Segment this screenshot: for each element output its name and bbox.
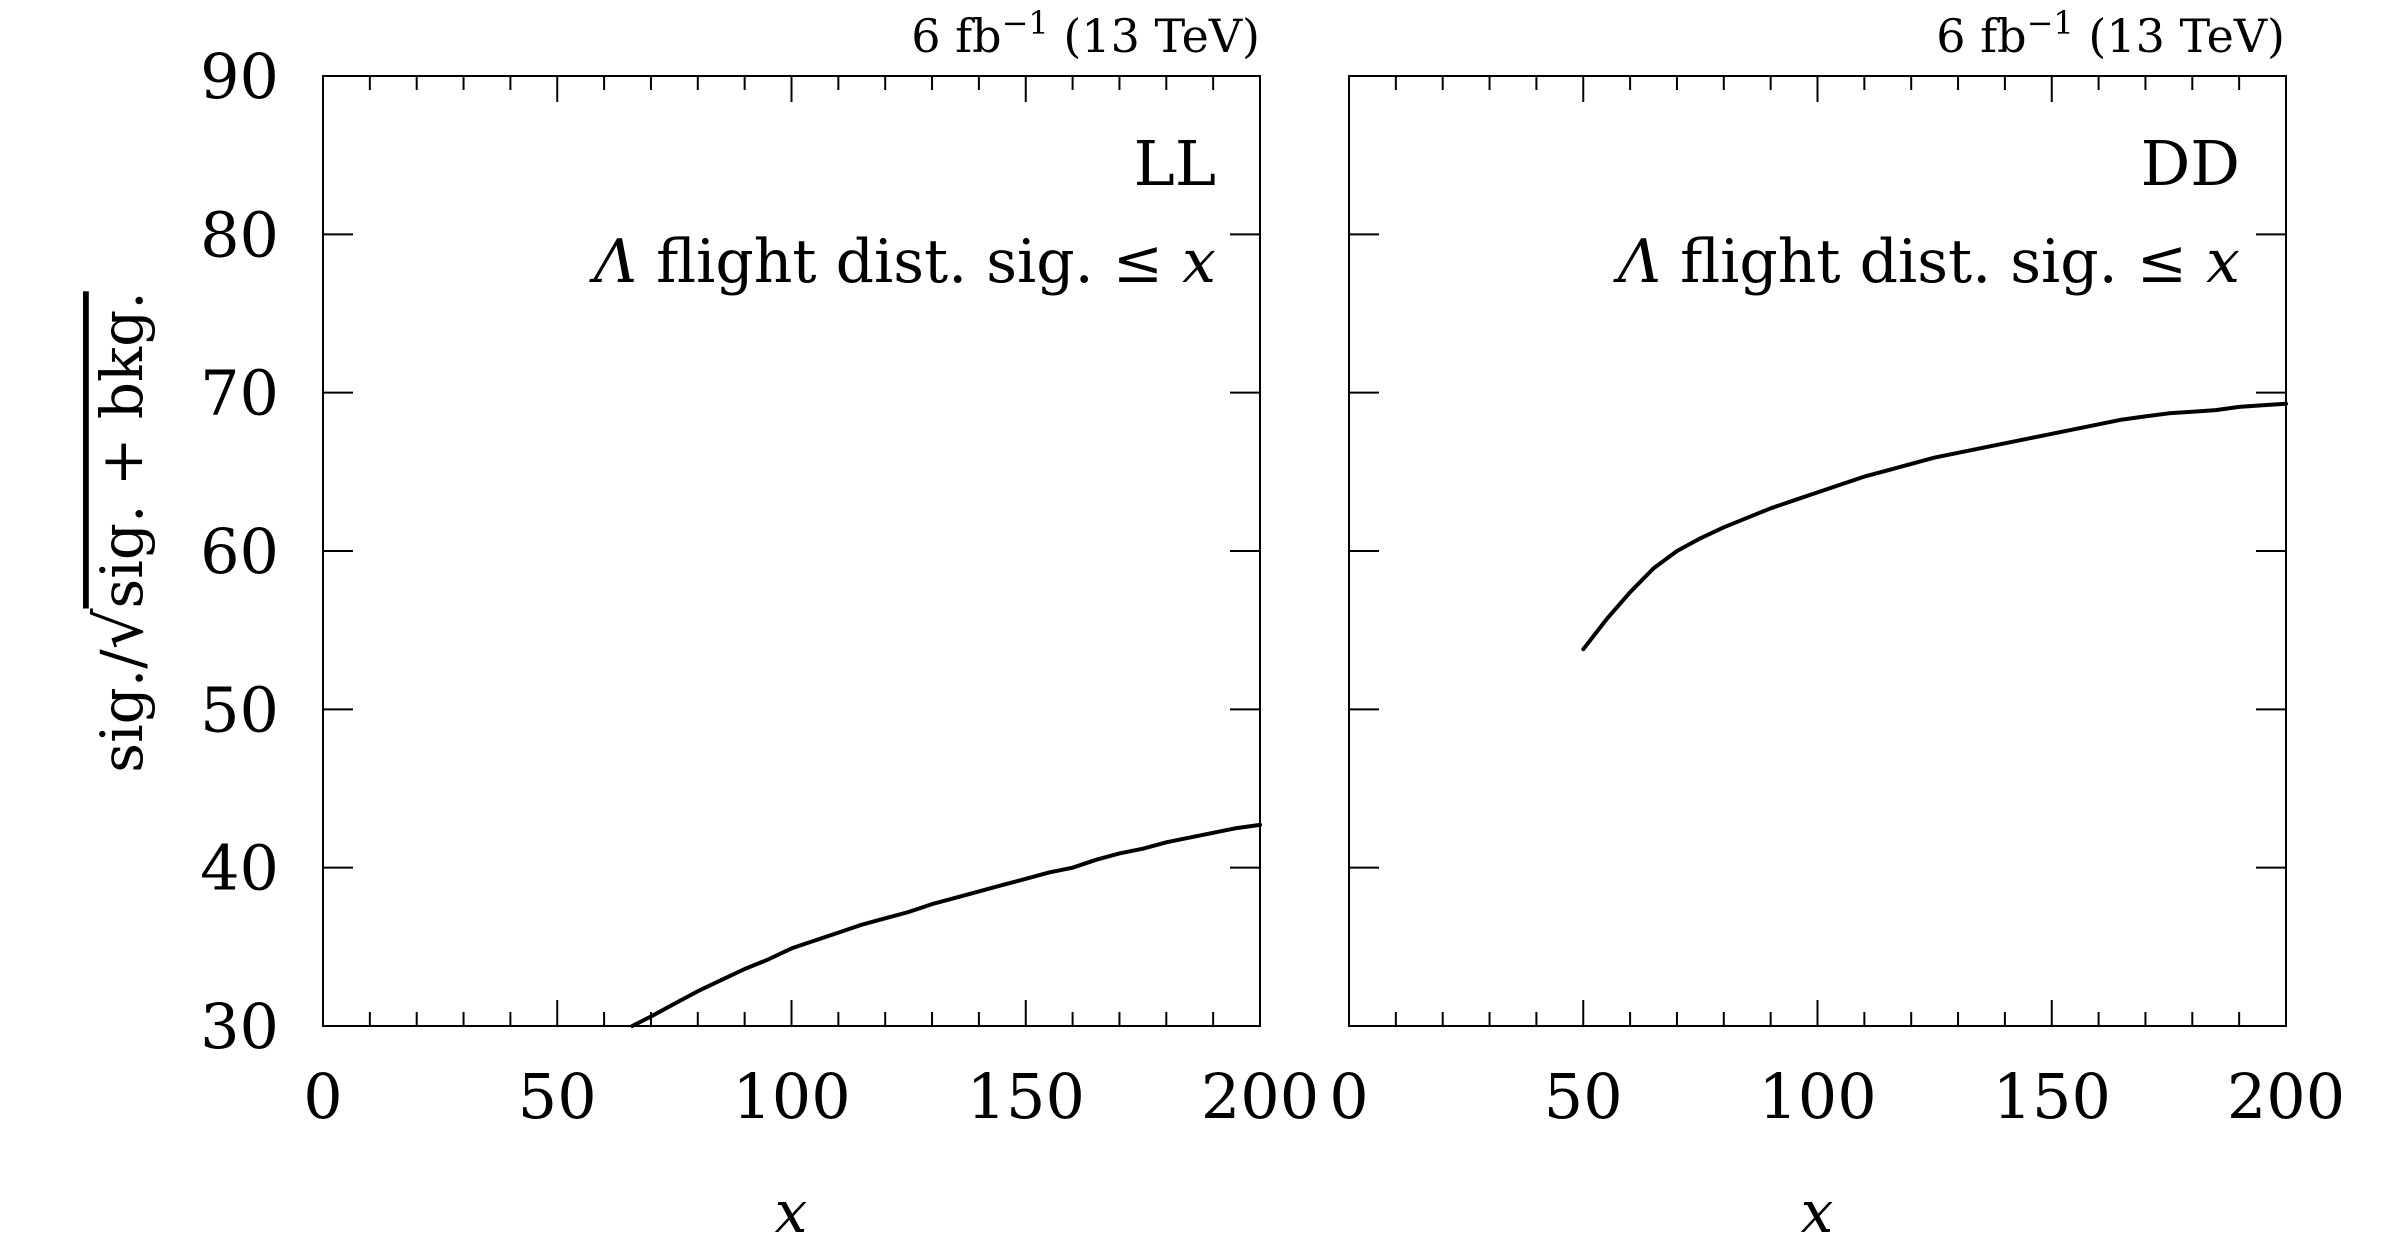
x-tick-label: 100: [732, 1060, 850, 1133]
x-tick-label: 0: [1329, 1060, 1368, 1133]
lumi-label-left: 6 fb−1 (13 TeV): [911, 4, 1260, 63]
lumi-label-right: 6 fb−1 (13 TeV): [1936, 4, 2285, 63]
y-ticks-left: [323, 75, 1260, 1027]
x-tick-labels-left: 0 50 100 150 200: [303, 1060, 1319, 1133]
y-tick-label: 80: [200, 198, 279, 271]
category-tag-right: DD: [2141, 127, 2240, 200]
y-axis-label-prefix: sig./: [88, 649, 156, 773]
y-tick-label: 40: [200, 832, 279, 905]
series-line-right: [1581, 401, 2288, 652]
x-tick-label: 150: [1993, 1060, 2111, 1133]
panel-right: 6 fb−1 (13 TeV) 0 50 100 150 200 DD Λ flight…: [1329, 4, 2345, 1246]
cut-label-right: Λ flight dist. sig. ≤ x: [1613, 227, 2240, 297]
y-tick-label: 60: [200, 515, 279, 588]
x-tick-labels-right: 0 50 100 150 200: [1329, 1060, 2345, 1133]
y-tick-label: 30: [200, 990, 279, 1063]
y-ticks-right: [1349, 75, 2286, 1027]
y-axis-label-radical: √: [84, 608, 158, 649]
x-axis-label-right: x: [1801, 1178, 1834, 1246]
x-tick-label: 50: [518, 1060, 597, 1133]
x-tick-label: 150: [967, 1060, 1085, 1133]
panel-left: 6 fb−1 (13 TeV) 30 40 50 60 70 80 90 0 50 100 150…: [200, 4, 1319, 1246]
x-tick-label: 50: [1544, 1060, 1623, 1133]
x-tick-label: 0: [303, 1060, 342, 1133]
x-axis-label-left: x: [775, 1178, 808, 1246]
y-axis-label-under: sig. + bkg.: [88, 291, 156, 608]
series-line-left: [630, 822, 1262, 1028]
x-ticks-left: [322, 76, 1261, 1026]
y-axis-label: sig./√sig. + bkg.: [84, 291, 158, 772]
plot-frame-right: [1348, 75, 2287, 1027]
x-tick-label: 100: [1758, 1060, 1876, 1133]
svg-text:sig./√sig. + bkg.: sig./√sig. + bkg.: [84, 291, 158, 772]
x-tick-label: 200: [1201, 1060, 1319, 1133]
y-tick-label: 70: [200, 357, 279, 430]
cut-label-left: Λ flight dist. sig. ≤ x: [589, 227, 1216, 297]
x-ticks-right: [1348, 76, 2287, 1026]
y-tick-labels-left: 30 40 50 60 70 80 90: [200, 40, 279, 1063]
category-tag-left: LL: [1134, 127, 1216, 200]
y-tick-label: 90: [200, 40, 279, 113]
x-tick-label: 200: [2227, 1060, 2345, 1133]
plot-frame-left: [322, 75, 1261, 1027]
y-tick-label: 50: [200, 673, 279, 746]
